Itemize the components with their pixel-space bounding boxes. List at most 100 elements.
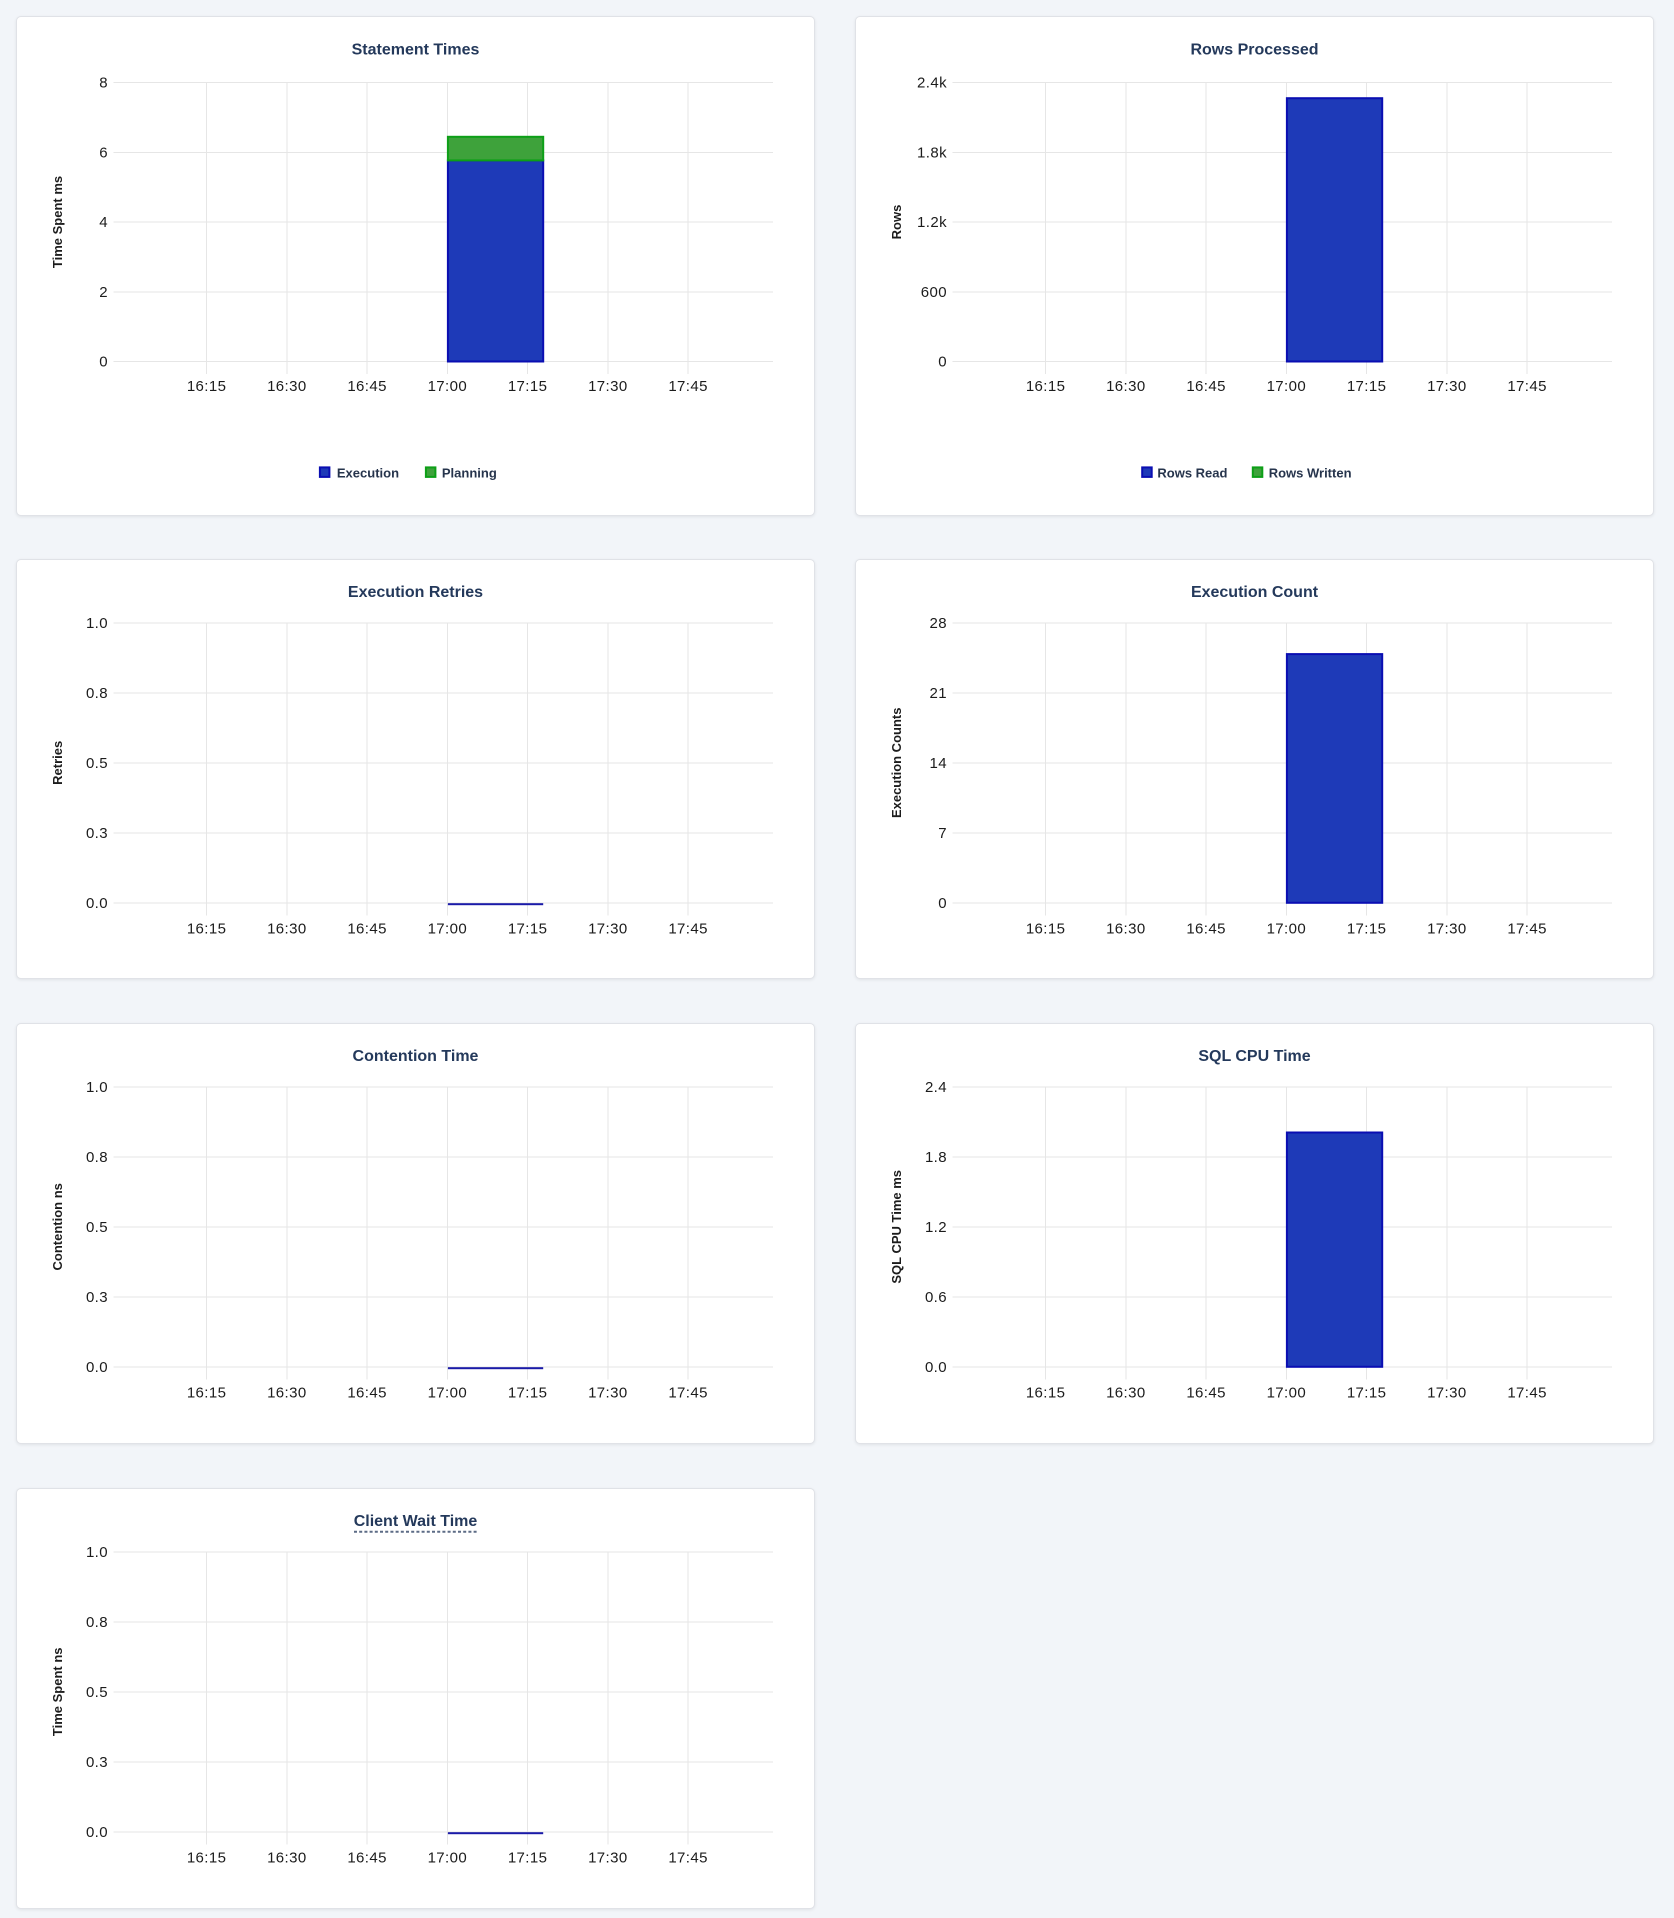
- svg-text:0: 0: [938, 353, 947, 370]
- svg-text:0.5: 0.5: [86, 1684, 108, 1701]
- svg-text:17:15: 17:15: [1347, 378, 1387, 395]
- svg-text:16:15: 16:15: [187, 920, 227, 937]
- svg-text:16:15: 16:15: [1026, 920, 1066, 937]
- svg-text:1.8: 1.8: [925, 1149, 947, 1166]
- svg-text:17:30: 17:30: [588, 378, 628, 395]
- svg-text:Rows Processed: Rows Processed: [1190, 41, 1318, 58]
- svg-text:1.2: 1.2: [925, 1219, 947, 1236]
- svg-text:17:45: 17:45: [668, 920, 708, 937]
- svg-text:0.3: 0.3: [86, 1289, 108, 1306]
- svg-text:17:15: 17:15: [508, 920, 548, 937]
- svg-text:0.0: 0.0: [925, 1359, 947, 1376]
- svg-text:Execution Counts: Execution Counts: [889, 707, 904, 818]
- svg-text:17:30: 17:30: [1427, 378, 1467, 395]
- svg-text:0.5: 0.5: [86, 755, 108, 772]
- svg-text:0.8: 0.8: [86, 685, 108, 702]
- svg-text:SQL CPU Time ms: SQL CPU Time ms: [889, 1169, 904, 1283]
- svg-text:Retries: Retries: [50, 740, 65, 784]
- svg-text:16:30: 16:30: [267, 378, 307, 395]
- svg-text:0: 0: [99, 353, 108, 370]
- svg-text:16:45: 16:45: [1186, 1384, 1226, 1401]
- svg-text:1.2k: 1.2k: [917, 214, 947, 231]
- svg-text:17:45: 17:45: [1507, 920, 1547, 937]
- svg-text:0.0: 0.0: [86, 1359, 108, 1376]
- svg-text:17:00: 17:00: [428, 920, 468, 937]
- svg-text:16:45: 16:45: [1186, 378, 1226, 395]
- svg-text:0.3: 0.3: [86, 1754, 108, 1771]
- svg-text:16:15: 16:15: [1026, 378, 1066, 395]
- svg-text:6: 6: [99, 144, 108, 161]
- svg-text:14: 14: [930, 755, 948, 772]
- svg-text:16:45: 16:45: [347, 1384, 387, 1401]
- svg-text:17:15: 17:15: [508, 1384, 548, 1401]
- svg-text:17:15: 17:15: [508, 1849, 548, 1866]
- svg-text:16:15: 16:15: [187, 378, 227, 395]
- svg-text:Contention ns: Contention ns: [50, 1183, 65, 1270]
- svg-text:17:00: 17:00: [428, 378, 468, 395]
- svg-text:17:15: 17:15: [1347, 1384, 1387, 1401]
- svg-text:16:30: 16:30: [267, 920, 307, 937]
- svg-text:17:15: 17:15: [508, 378, 548, 395]
- svg-text:0.8: 0.8: [86, 1614, 108, 1631]
- svg-text:17:45: 17:45: [668, 1849, 708, 1866]
- svg-text:Execution: Execution: [337, 465, 399, 480]
- svg-text:28: 28: [930, 615, 948, 632]
- svg-text:16:30: 16:30: [1106, 920, 1146, 937]
- svg-text:17:15: 17:15: [1347, 920, 1387, 937]
- svg-text:16:15: 16:15: [187, 1384, 227, 1401]
- svg-text:16:45: 16:45: [347, 1849, 387, 1866]
- svg-text:600: 600: [921, 283, 947, 300]
- svg-text:0.0: 0.0: [86, 1824, 108, 1841]
- svg-text:Contention Time: Contention Time: [353, 1048, 479, 1065]
- svg-text:17:00: 17:00: [1267, 378, 1307, 395]
- svg-text:4: 4: [99, 214, 108, 231]
- svg-text:0.5: 0.5: [86, 1219, 108, 1236]
- svg-text:17:30: 17:30: [588, 1384, 628, 1401]
- svg-text:Rows: Rows: [889, 204, 904, 239]
- svg-text:Time Spent ns: Time Spent ns: [50, 1647, 65, 1736]
- svg-text:0.0: 0.0: [86, 895, 108, 912]
- svg-text:16:30: 16:30: [267, 1384, 307, 1401]
- svg-text:16:15: 16:15: [187, 1849, 227, 1866]
- svg-text:2: 2: [99, 283, 108, 300]
- svg-text:16:45: 16:45: [347, 378, 387, 395]
- svg-text:16:15: 16:15: [1026, 1384, 1066, 1401]
- svg-text:17:45: 17:45: [1507, 1384, 1547, 1401]
- svg-text:17:30: 17:30: [1427, 1384, 1467, 1401]
- svg-text:1.0: 1.0: [86, 1079, 108, 1096]
- svg-text:17:45: 17:45: [1507, 378, 1547, 395]
- svg-text:Time Spent ms: Time Spent ms: [50, 175, 65, 267]
- svg-text:0: 0: [938, 895, 947, 912]
- svg-text:Rows Written: Rows Written: [1269, 465, 1352, 480]
- svg-text:17:30: 17:30: [1427, 920, 1467, 937]
- svg-text:0.8: 0.8: [86, 1149, 108, 1166]
- svg-text:16:45: 16:45: [1186, 920, 1226, 937]
- svg-text:Planning: Planning: [442, 465, 497, 480]
- svg-text:17:00: 17:00: [428, 1849, 468, 1866]
- svg-text:17:45: 17:45: [668, 378, 708, 395]
- svg-text:0.3: 0.3: [86, 825, 108, 842]
- svg-text:8: 8: [99, 74, 108, 91]
- svg-text:16:30: 16:30: [1106, 1384, 1146, 1401]
- svg-text:17:00: 17:00: [1267, 920, 1307, 937]
- svg-text:17:45: 17:45: [668, 1384, 708, 1401]
- svg-text:2.4k: 2.4k: [917, 74, 947, 91]
- svg-text:1.8k: 1.8k: [917, 144, 947, 161]
- svg-text:2.4: 2.4: [925, 1079, 947, 1096]
- svg-text:0.6: 0.6: [925, 1289, 947, 1306]
- svg-text:17:30: 17:30: [588, 920, 628, 937]
- svg-text:21: 21: [930, 685, 948, 702]
- svg-text:Execution Retries: Execution Retries: [348, 584, 483, 601]
- svg-text:17:30: 17:30: [588, 1849, 628, 1866]
- svg-text:17:00: 17:00: [1267, 1384, 1307, 1401]
- svg-text:1.0: 1.0: [86, 615, 108, 632]
- svg-text:17:00: 17:00: [428, 1384, 468, 1401]
- svg-text:SQL CPU Time: SQL CPU Time: [1198, 1048, 1310, 1065]
- svg-text:16:30: 16:30: [1106, 378, 1146, 395]
- svg-text:Client Wait Time: Client Wait Time: [354, 1513, 478, 1530]
- svg-text:Execution Count: Execution Count: [1191, 584, 1319, 601]
- svg-text:16:30: 16:30: [267, 1849, 307, 1866]
- svg-text:1.0: 1.0: [86, 1544, 108, 1561]
- svg-text:Rows Read: Rows Read: [1157, 465, 1227, 480]
- svg-text:16:45: 16:45: [347, 920, 387, 937]
